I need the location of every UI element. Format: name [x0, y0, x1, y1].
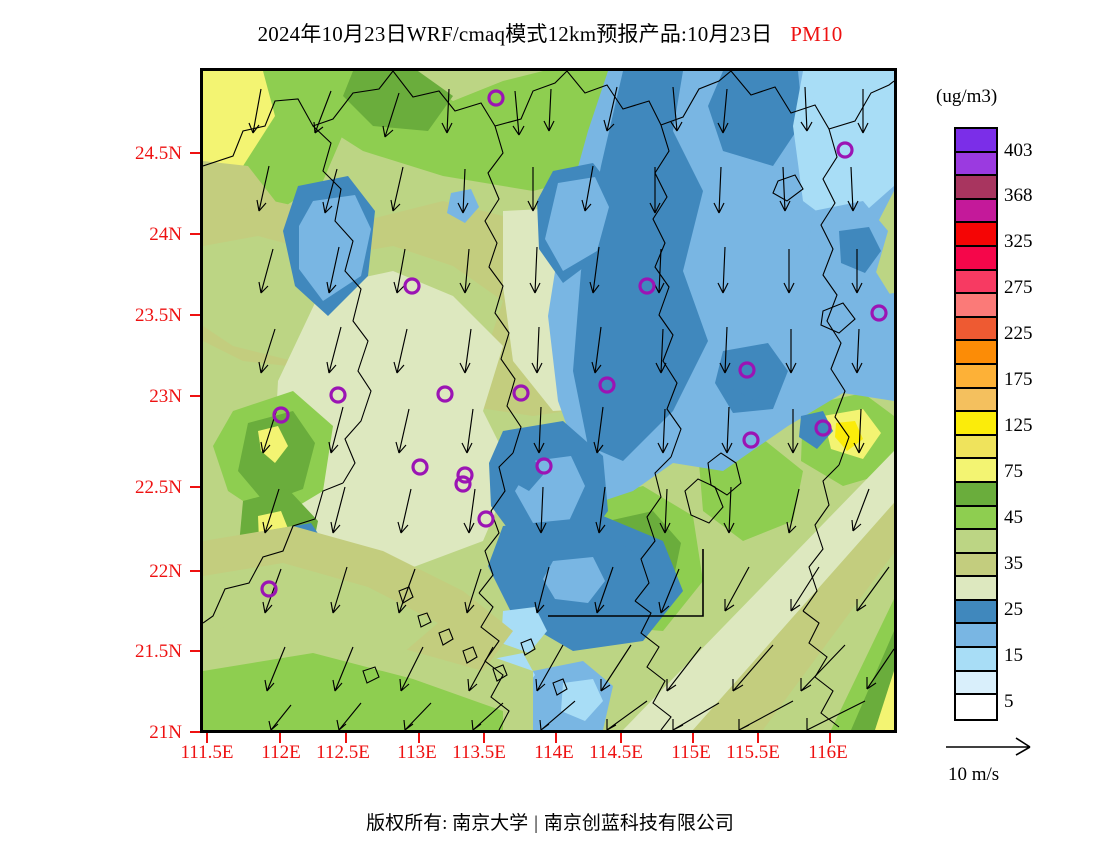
y-axis-label-7: 21N [149, 722, 182, 743]
colorbar-band-1 [956, 152, 996, 177]
colorbar-label-12: 5 [1004, 691, 1014, 712]
colorbar-label-5: 175 [1004, 369, 1033, 390]
footer-separator: | [534, 813, 538, 834]
x-axis-label-1: 112E [261, 742, 301, 763]
colorbar-band-12 [956, 412, 996, 436]
footer-owner: 版权所有: 南京大学 [366, 813, 529, 834]
colorbar-band-24 [956, 695, 996, 719]
colorbar-band-18 [956, 553, 996, 578]
colorbar-band-11 [956, 388, 996, 413]
colorbar-label-3: 275 [1004, 277, 1033, 298]
colorbar-label-11: 15 [1004, 645, 1023, 666]
y-axis-label-1: 24N [149, 224, 182, 245]
x-axis-label-6: 114.5E [589, 742, 643, 763]
map-canvas [203, 71, 894, 730]
colorbar-unit-label: (ug/m3) [936, 86, 998, 107]
y-axis-label-2: 23.5N [135, 305, 182, 326]
y-axis-tick-3 [190, 395, 200, 397]
y-axis-label-4: 22.5N [135, 477, 182, 498]
x-axis-tick-4 [483, 733, 485, 743]
x-axis-label-4: 113.5E [452, 742, 506, 763]
boundary-layer [203, 71, 894, 730]
colorbar-label-9: 35 [1004, 553, 1023, 574]
colorbar-band-4 [956, 223, 996, 247]
wind-vector-layer [248, 86, 894, 730]
right-arrow-icon [946, 737, 1031, 756]
colorbar-label-4: 225 [1004, 323, 1033, 344]
y-axis-tick-7 [190, 731, 200, 733]
colorbar-band-20 [956, 600, 996, 625]
title-pollutant: PM10 [790, 22, 843, 46]
x-axis-label-0: 111.5E [180, 742, 234, 763]
x-axis-tick-6 [620, 733, 622, 743]
colorbar-band-8 [956, 317, 996, 342]
y-axis-tick-2 [190, 314, 200, 316]
forecast-map-plot[interactable] [200, 68, 897, 733]
x-axis-tick-2 [345, 733, 347, 743]
x-axis-label-2: 112.5E [316, 742, 370, 763]
colorbar-band-16 [956, 506, 996, 531]
colorbar-band-10 [956, 364, 996, 389]
colorbar-band-2 [956, 176, 996, 200]
colorbar-band-7 [956, 294, 996, 318]
x-axis-tick-7 [692, 733, 694, 743]
wind-scale-label: 10 m/s [948, 764, 1000, 785]
colorbar-label-1: 368 [1004, 185, 1033, 206]
colorbar-band-15 [956, 482, 996, 507]
title-main: 2024年10月23日WRF/cmaq模式12km预报产品:10月23日 [257, 22, 773, 46]
x-axis-label-5: 114E [534, 742, 574, 763]
y-axis-label-3: 23N [149, 386, 182, 407]
colorbar-label-8: 45 [1004, 507, 1023, 528]
colorbar-label-6: 125 [1004, 415, 1033, 436]
x-axis-label-8: 115.5E [726, 742, 780, 763]
footer-company: 南京创蓝科技有限公司 [543, 813, 734, 834]
colorbar-band-9 [956, 341, 996, 365]
colorbar[interactable] [954, 127, 998, 721]
colorbar-band-13 [956, 435, 996, 460]
y-axis-label-0: 24.5N [135, 143, 182, 164]
y-axis-tick-0 [190, 152, 200, 154]
x-axis-tick-8 [757, 733, 759, 743]
x-axis-label-9: 116E [808, 742, 848, 763]
x-axis-tick-5 [555, 733, 557, 743]
colorbar-band-0 [956, 129, 996, 153]
colorbar-band-3 [956, 199, 996, 224]
y-axis-tick-4 [190, 486, 200, 488]
x-axis-tick-1 [279, 733, 281, 743]
footer-copyright: 版权所有: 南京大学 | 南京创蓝科技有限公司 [0, 808, 1100, 835]
colorbar-band-6 [956, 270, 996, 295]
colorbar-band-5 [956, 246, 996, 271]
colorbar-band-22 [956, 648, 996, 672]
x-axis-label-3: 113E [397, 742, 437, 763]
x-axis-tick-9 [829, 733, 831, 743]
y-axis-tick-1 [190, 233, 200, 235]
colorbar-band-17 [956, 530, 996, 554]
x-axis-label-7: 115E [671, 742, 711, 763]
y-axis-tick-5 [190, 570, 200, 572]
y-axis-label-6: 21.5N [135, 641, 182, 662]
colorbar-label-7: 75 [1004, 461, 1023, 482]
contour-fill-layer [203, 71, 894, 730]
monitoring-station-layer [260, 89, 888, 598]
colorbar-band-19 [956, 577, 996, 601]
colorbar-band-23 [956, 671, 996, 696]
colorbar-band-21 [956, 624, 996, 649]
colorbar-label-10: 25 [1004, 599, 1023, 620]
colorbar-band-14 [956, 459, 996, 483]
x-axis-tick-0 [206, 733, 208, 743]
y-axis-tick-6 [190, 650, 200, 652]
page-title: 2024年10月23日WRF/cmaq模式12km预报产品:10月23日 PM10 [0, 18, 1100, 48]
colorbar-label-2: 325 [1004, 231, 1033, 252]
y-axis-label-5: 22N [149, 561, 182, 582]
colorbar-label-0: 403 [1004, 140, 1033, 161]
wind-scale-key: 10 m/s [944, 735, 1074, 786]
x-axis-tick-3 [418, 733, 420, 743]
